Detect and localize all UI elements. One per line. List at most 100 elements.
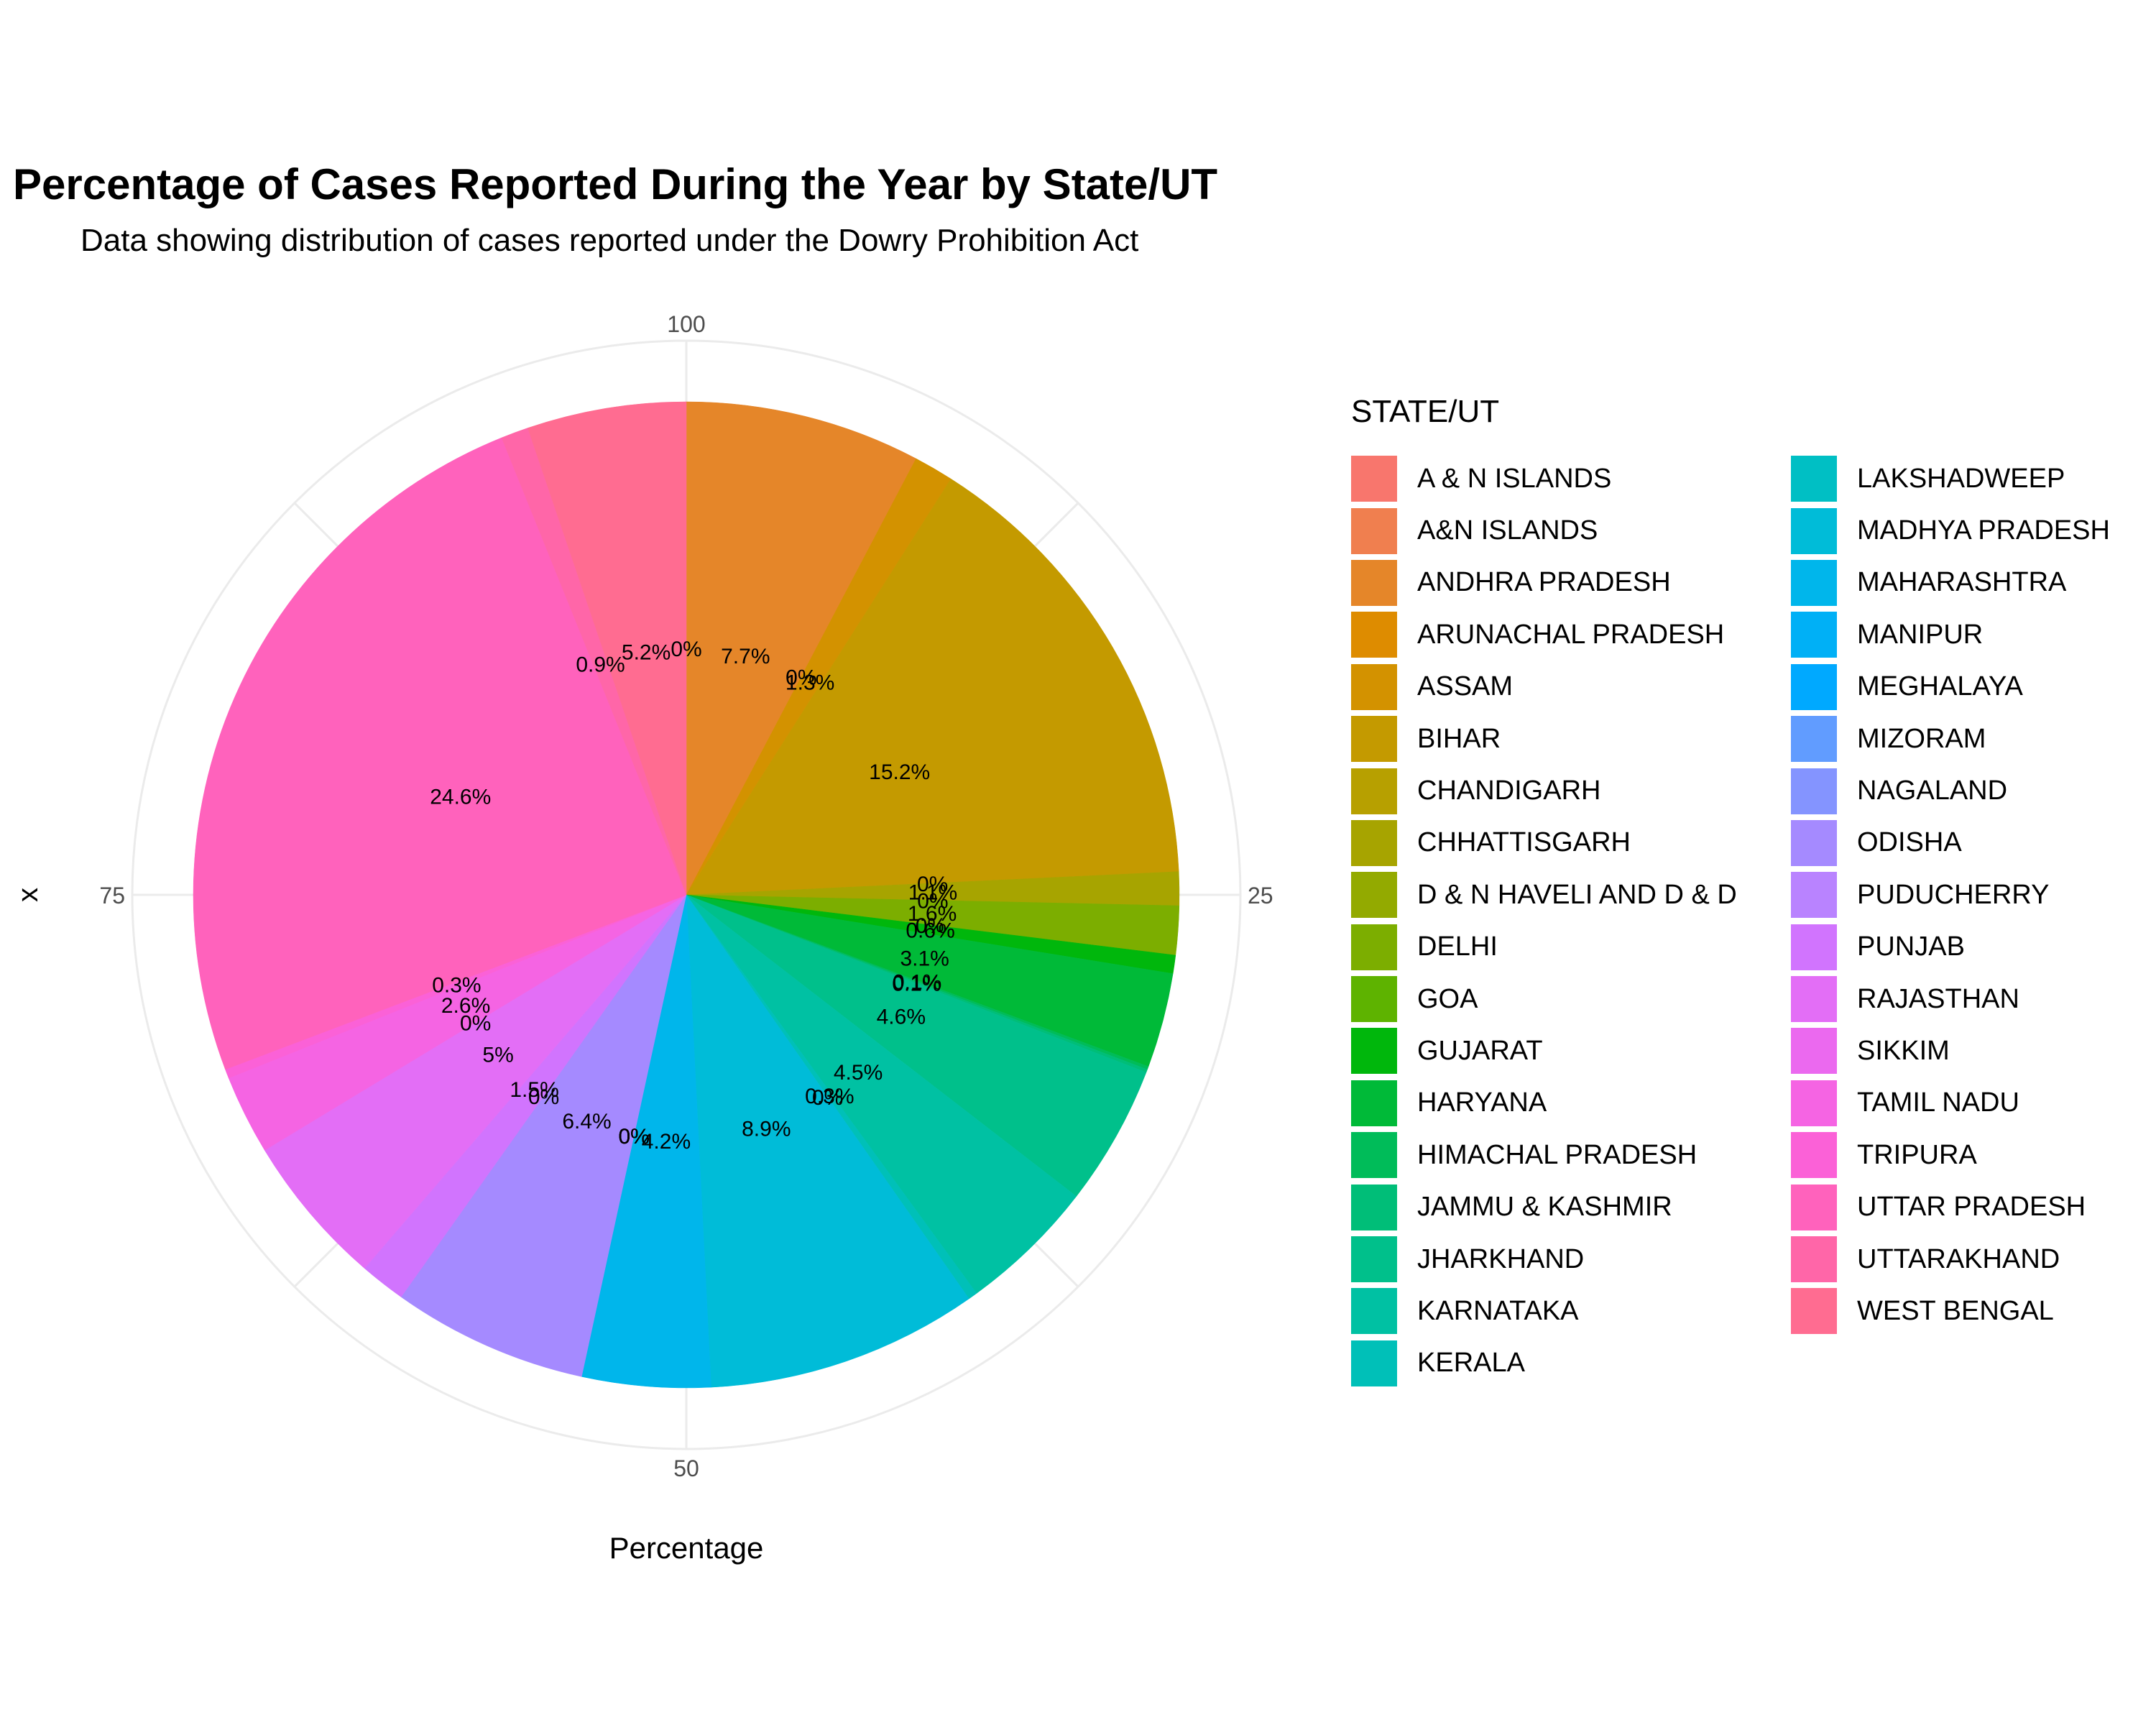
slice-label: 4.5% xyxy=(834,1061,883,1085)
legend-item: CHANDIGARH xyxy=(1351,765,1791,816)
legend-swatch xyxy=(1351,716,1397,763)
legend-item: UTTARAKHAND xyxy=(1791,1233,2156,1285)
legend-item: A&N ISLANDS xyxy=(1351,505,1791,556)
slice-label: 5.2% xyxy=(622,641,671,665)
legend-label: A & N ISLANDS xyxy=(1417,463,1612,494)
axis-tick-label: 25 xyxy=(1248,883,1273,908)
legend-item: ARUNACHAL PRADESH xyxy=(1351,609,1791,661)
legend-item: ANDHRA PRADESH xyxy=(1351,557,1791,609)
legend-item: JHARKHAND xyxy=(1351,1233,1791,1285)
legend-swatch xyxy=(1351,1288,1397,1335)
legend-item: CHHATTISGARH xyxy=(1351,817,1791,869)
pie-slices xyxy=(193,401,1180,1389)
slice-label: 0.1% xyxy=(893,970,941,994)
legend-columns: A & N ISLANDS A&N ISLANDS ANDHRA PRADESH AR… xyxy=(1351,453,2156,1389)
legend-item: A & N ISLANDS xyxy=(1351,453,1791,505)
legend-item: SIKKIM xyxy=(1791,1025,2156,1077)
legend-label: HARYANA xyxy=(1417,1087,1547,1118)
legend-label: PUNJAB xyxy=(1857,932,1965,962)
legend-label: A&N ISLANDS xyxy=(1417,515,1598,546)
legend-swatch xyxy=(1351,456,1397,502)
legend-label: ARUNACHAL PRADESH xyxy=(1417,619,1725,650)
legend-swatch xyxy=(1791,1236,1837,1283)
y-axis-title: x xyxy=(12,888,44,902)
axis-tick-label: 100 xyxy=(667,311,705,337)
legend-label: HIMACHAL PRADESH xyxy=(1417,1139,1697,1170)
legend-item: UTTAR PRADESH xyxy=(1791,1181,2156,1233)
legend-item: D & N HAVELI AND D & D xyxy=(1351,869,1791,921)
slice-label: 4.6% xyxy=(877,1005,926,1029)
pie-slice xyxy=(264,894,687,1269)
slice-label: 5% xyxy=(482,1043,513,1067)
legend-swatch xyxy=(1791,768,1837,814)
legend-label: TRIPURA xyxy=(1857,1139,1977,1170)
legend-swatch xyxy=(1351,976,1397,1023)
slice-label: 0.3% xyxy=(432,973,481,997)
legend-item: MIZORAM xyxy=(1791,713,2156,765)
legend-swatch xyxy=(1351,1132,1397,1179)
legend-label: CHANDIGARH xyxy=(1417,776,1601,806)
legend-label: WEST BENGAL xyxy=(1857,1295,2054,1326)
slice-label: 15.2% xyxy=(869,760,930,784)
legend-item: MEGHALAYA xyxy=(1791,661,2156,713)
slice-label: 0.3% xyxy=(805,1085,854,1108)
slice-label: 1.5% xyxy=(510,1078,558,1102)
legend-swatch xyxy=(1791,663,1837,710)
legend-label: JAMMU & KASHMIR xyxy=(1417,1192,1672,1223)
legend-label: JHARKHAND xyxy=(1417,1243,1585,1274)
legend-swatch xyxy=(1791,1132,1837,1179)
slice-label: 0% xyxy=(812,1086,843,1110)
legend-label: MIZORAM xyxy=(1857,723,1986,754)
legend-swatch xyxy=(1791,1028,1837,1075)
legend-label: LAKSHADWEEP xyxy=(1857,463,2065,494)
legend-swatch xyxy=(1791,507,1837,554)
legend-label: MEGHALAYA xyxy=(1857,671,2023,702)
legend-item: ODISHA xyxy=(1791,817,2156,869)
slice-label: 2.6% xyxy=(441,994,490,1018)
slice-label: 1.3% xyxy=(786,671,834,694)
legend-swatch xyxy=(1351,872,1397,919)
x-axis-title: Percentage xyxy=(609,1531,764,1565)
slice-label: 0% xyxy=(917,890,948,914)
legend-item: GOA xyxy=(1351,973,1791,1025)
legend-item: TAMIL NADU xyxy=(1791,1077,2156,1129)
legend-item: DELHI xyxy=(1351,921,1791,973)
legend-swatch xyxy=(1351,1028,1397,1075)
legend-swatch xyxy=(1351,507,1397,554)
legend-label: UTTAR PRADESH xyxy=(1857,1192,2086,1223)
pie-slice xyxy=(686,478,1179,896)
pie-slice xyxy=(686,401,917,896)
slice-label: 8.9% xyxy=(742,1117,791,1141)
pie-slice xyxy=(581,894,711,1389)
legend-item: TRIPURA xyxy=(1791,1129,2156,1181)
legend-item: MANIPUR xyxy=(1791,609,2156,661)
legend-label: KARNATAKA xyxy=(1417,1295,1579,1326)
legend-swatch xyxy=(1791,716,1837,763)
legend-item: NAGALAND xyxy=(1791,765,2156,816)
slice-label: 0% xyxy=(917,873,948,896)
legend-item: ASSAM xyxy=(1351,661,1791,713)
legend-swatch xyxy=(1791,1184,1837,1230)
legend-swatch xyxy=(1351,612,1397,658)
legend-item: RAJASTHAN xyxy=(1791,973,2156,1025)
legend-label: BIHAR xyxy=(1417,723,1501,754)
legend-swatch xyxy=(1791,1080,1837,1126)
legend: STATE/UT A & N ISLANDS A&N ISLANDS ANDHRA … xyxy=(1351,394,2156,1389)
legend-item: BIHAR xyxy=(1351,713,1791,765)
legend-label: NAGALAND xyxy=(1857,776,2008,806)
legend-swatch xyxy=(1351,819,1397,866)
slice-label: 24.6% xyxy=(430,786,491,809)
legend-column-2: LAKSHADWEEP MADHYA PRADESH MAHARASHTRA MANI… xyxy=(1791,453,2156,1389)
slice-label: 4.2% xyxy=(642,1130,691,1154)
legend-label: D & N HAVELI AND D & D xyxy=(1417,879,1737,910)
legend-swatch xyxy=(1351,768,1397,814)
slice-label: 0% xyxy=(671,638,701,661)
pie-slice xyxy=(400,894,687,1377)
pie-slice xyxy=(686,894,969,1388)
legend-item: HARYANA xyxy=(1351,1077,1791,1129)
slice-label: 0% xyxy=(618,1125,649,1149)
pie-slice xyxy=(193,437,687,1070)
legend-item: HIMACHAL PRADESH xyxy=(1351,1129,1791,1181)
legend-swatch xyxy=(1791,612,1837,658)
